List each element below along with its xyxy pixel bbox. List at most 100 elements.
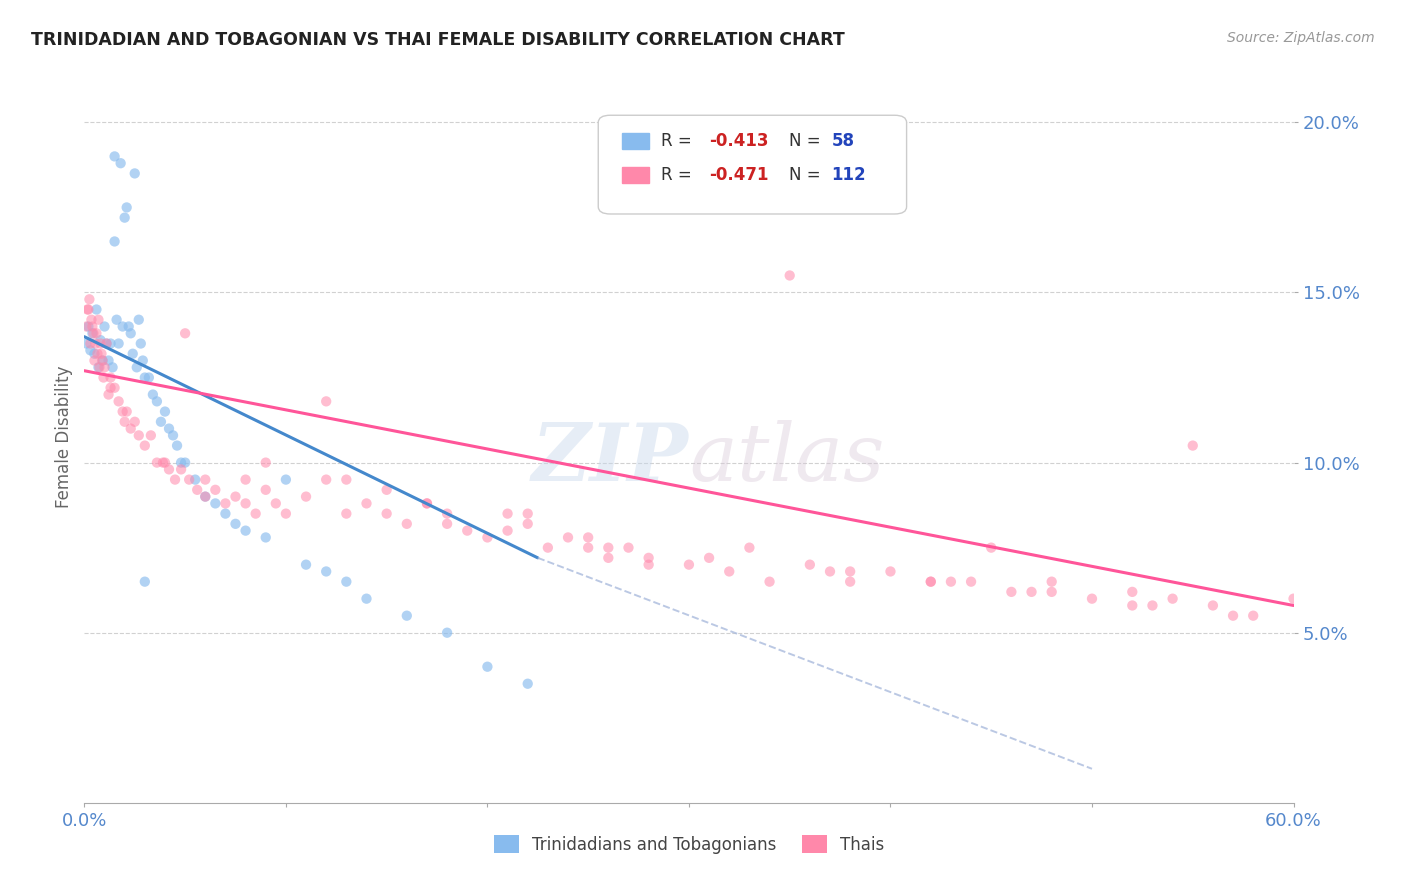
Point: [132, 353, 155, 368]
Point: [1241, 608, 1264, 623]
Point: [315, 565, 337, 579]
Point: [153, 404, 176, 418]
Point: [598, 541, 620, 555]
Point: [100, 370, 122, 384]
Point: [186, 483, 208, 497]
Point: [84, 336, 107, 351]
Point: [100, 381, 122, 395]
Point: [537, 541, 560, 555]
FancyBboxPatch shape: [599, 115, 907, 214]
Point: [235, 496, 257, 510]
Point: [738, 541, 761, 555]
Point: [157, 462, 180, 476]
Point: [436, 625, 458, 640]
Point: [93, 319, 115, 334]
Point: [124, 166, 146, 180]
Point: [104, 235, 127, 249]
Point: [89, 333, 111, 347]
Point: [179, 473, 201, 487]
Point: [1021, 585, 1043, 599]
Point: [87, 312, 110, 326]
Point: [121, 347, 143, 361]
Point: [678, 558, 700, 572]
Point: [194, 490, 217, 504]
Point: [1142, 599, 1164, 613]
Point: [758, 574, 780, 589]
Text: -0.413: -0.413: [710, 132, 769, 150]
Point: [149, 415, 172, 429]
Point: [356, 591, 378, 606]
Point: [80, 312, 103, 326]
Point: [1040, 574, 1063, 589]
Point: [97, 353, 120, 368]
Point: [1181, 439, 1204, 453]
Point: [101, 360, 124, 375]
Point: [125, 360, 148, 375]
Point: [128, 428, 150, 442]
Point: [170, 462, 193, 476]
Point: [416, 496, 439, 510]
Point: [146, 456, 169, 470]
Text: R =: R =: [661, 166, 697, 185]
Point: [138, 370, 160, 384]
Point: [89, 360, 111, 375]
Point: [274, 507, 297, 521]
Point: [436, 507, 458, 521]
Point: [839, 574, 862, 589]
Text: -0.471: -0.471: [710, 166, 769, 185]
Point: [107, 336, 129, 351]
Point: [174, 456, 197, 470]
Point: [254, 483, 277, 497]
Point: [90, 347, 112, 361]
Point: [697, 550, 720, 565]
Point: [118, 319, 141, 334]
Point: [799, 558, 821, 572]
Point: [114, 415, 136, 429]
Point: [214, 507, 236, 521]
Point: [920, 574, 942, 589]
Point: [214, 496, 236, 510]
Point: [516, 507, 538, 521]
Point: [477, 531, 499, 545]
Point: [335, 574, 357, 589]
Point: [1121, 585, 1143, 599]
Point: [139, 428, 162, 442]
Point: [115, 201, 138, 215]
Text: N =: N =: [789, 132, 827, 150]
Point: [82, 319, 104, 334]
Point: [124, 415, 146, 429]
Point: [165, 473, 187, 487]
Point: [879, 565, 901, 579]
Point: [1040, 585, 1063, 599]
Point: [86, 302, 108, 317]
Point: [1161, 591, 1184, 606]
Point: [194, 490, 217, 504]
Point: [162, 428, 184, 442]
Text: TRINIDADIAN AND TOBAGONIAN VS THAI FEMALE DISABILITY CORRELATION CHART: TRINIDADIAN AND TOBAGONIAN VS THAI FEMAL…: [31, 31, 845, 49]
Point: [315, 394, 337, 409]
Point: [617, 541, 640, 555]
Point: [1222, 608, 1244, 623]
Point: [839, 565, 862, 579]
Point: [104, 149, 127, 163]
Point: [79, 343, 101, 358]
Point: [235, 473, 257, 487]
Point: [477, 659, 499, 673]
Point: [105, 312, 128, 326]
Point: [111, 404, 134, 418]
Point: [718, 565, 741, 579]
Point: [456, 524, 478, 538]
Point: [75, 319, 97, 334]
Bar: [623, 167, 650, 183]
Point: [516, 677, 538, 691]
Point: [100, 336, 122, 351]
Point: [77, 319, 100, 334]
Point: [1282, 591, 1305, 606]
Point: [598, 550, 620, 565]
Point: [93, 370, 115, 384]
Point: [96, 336, 118, 351]
Point: [166, 439, 188, 453]
Point: [245, 507, 267, 521]
Text: 112: 112: [831, 166, 866, 185]
Point: [76, 302, 98, 317]
